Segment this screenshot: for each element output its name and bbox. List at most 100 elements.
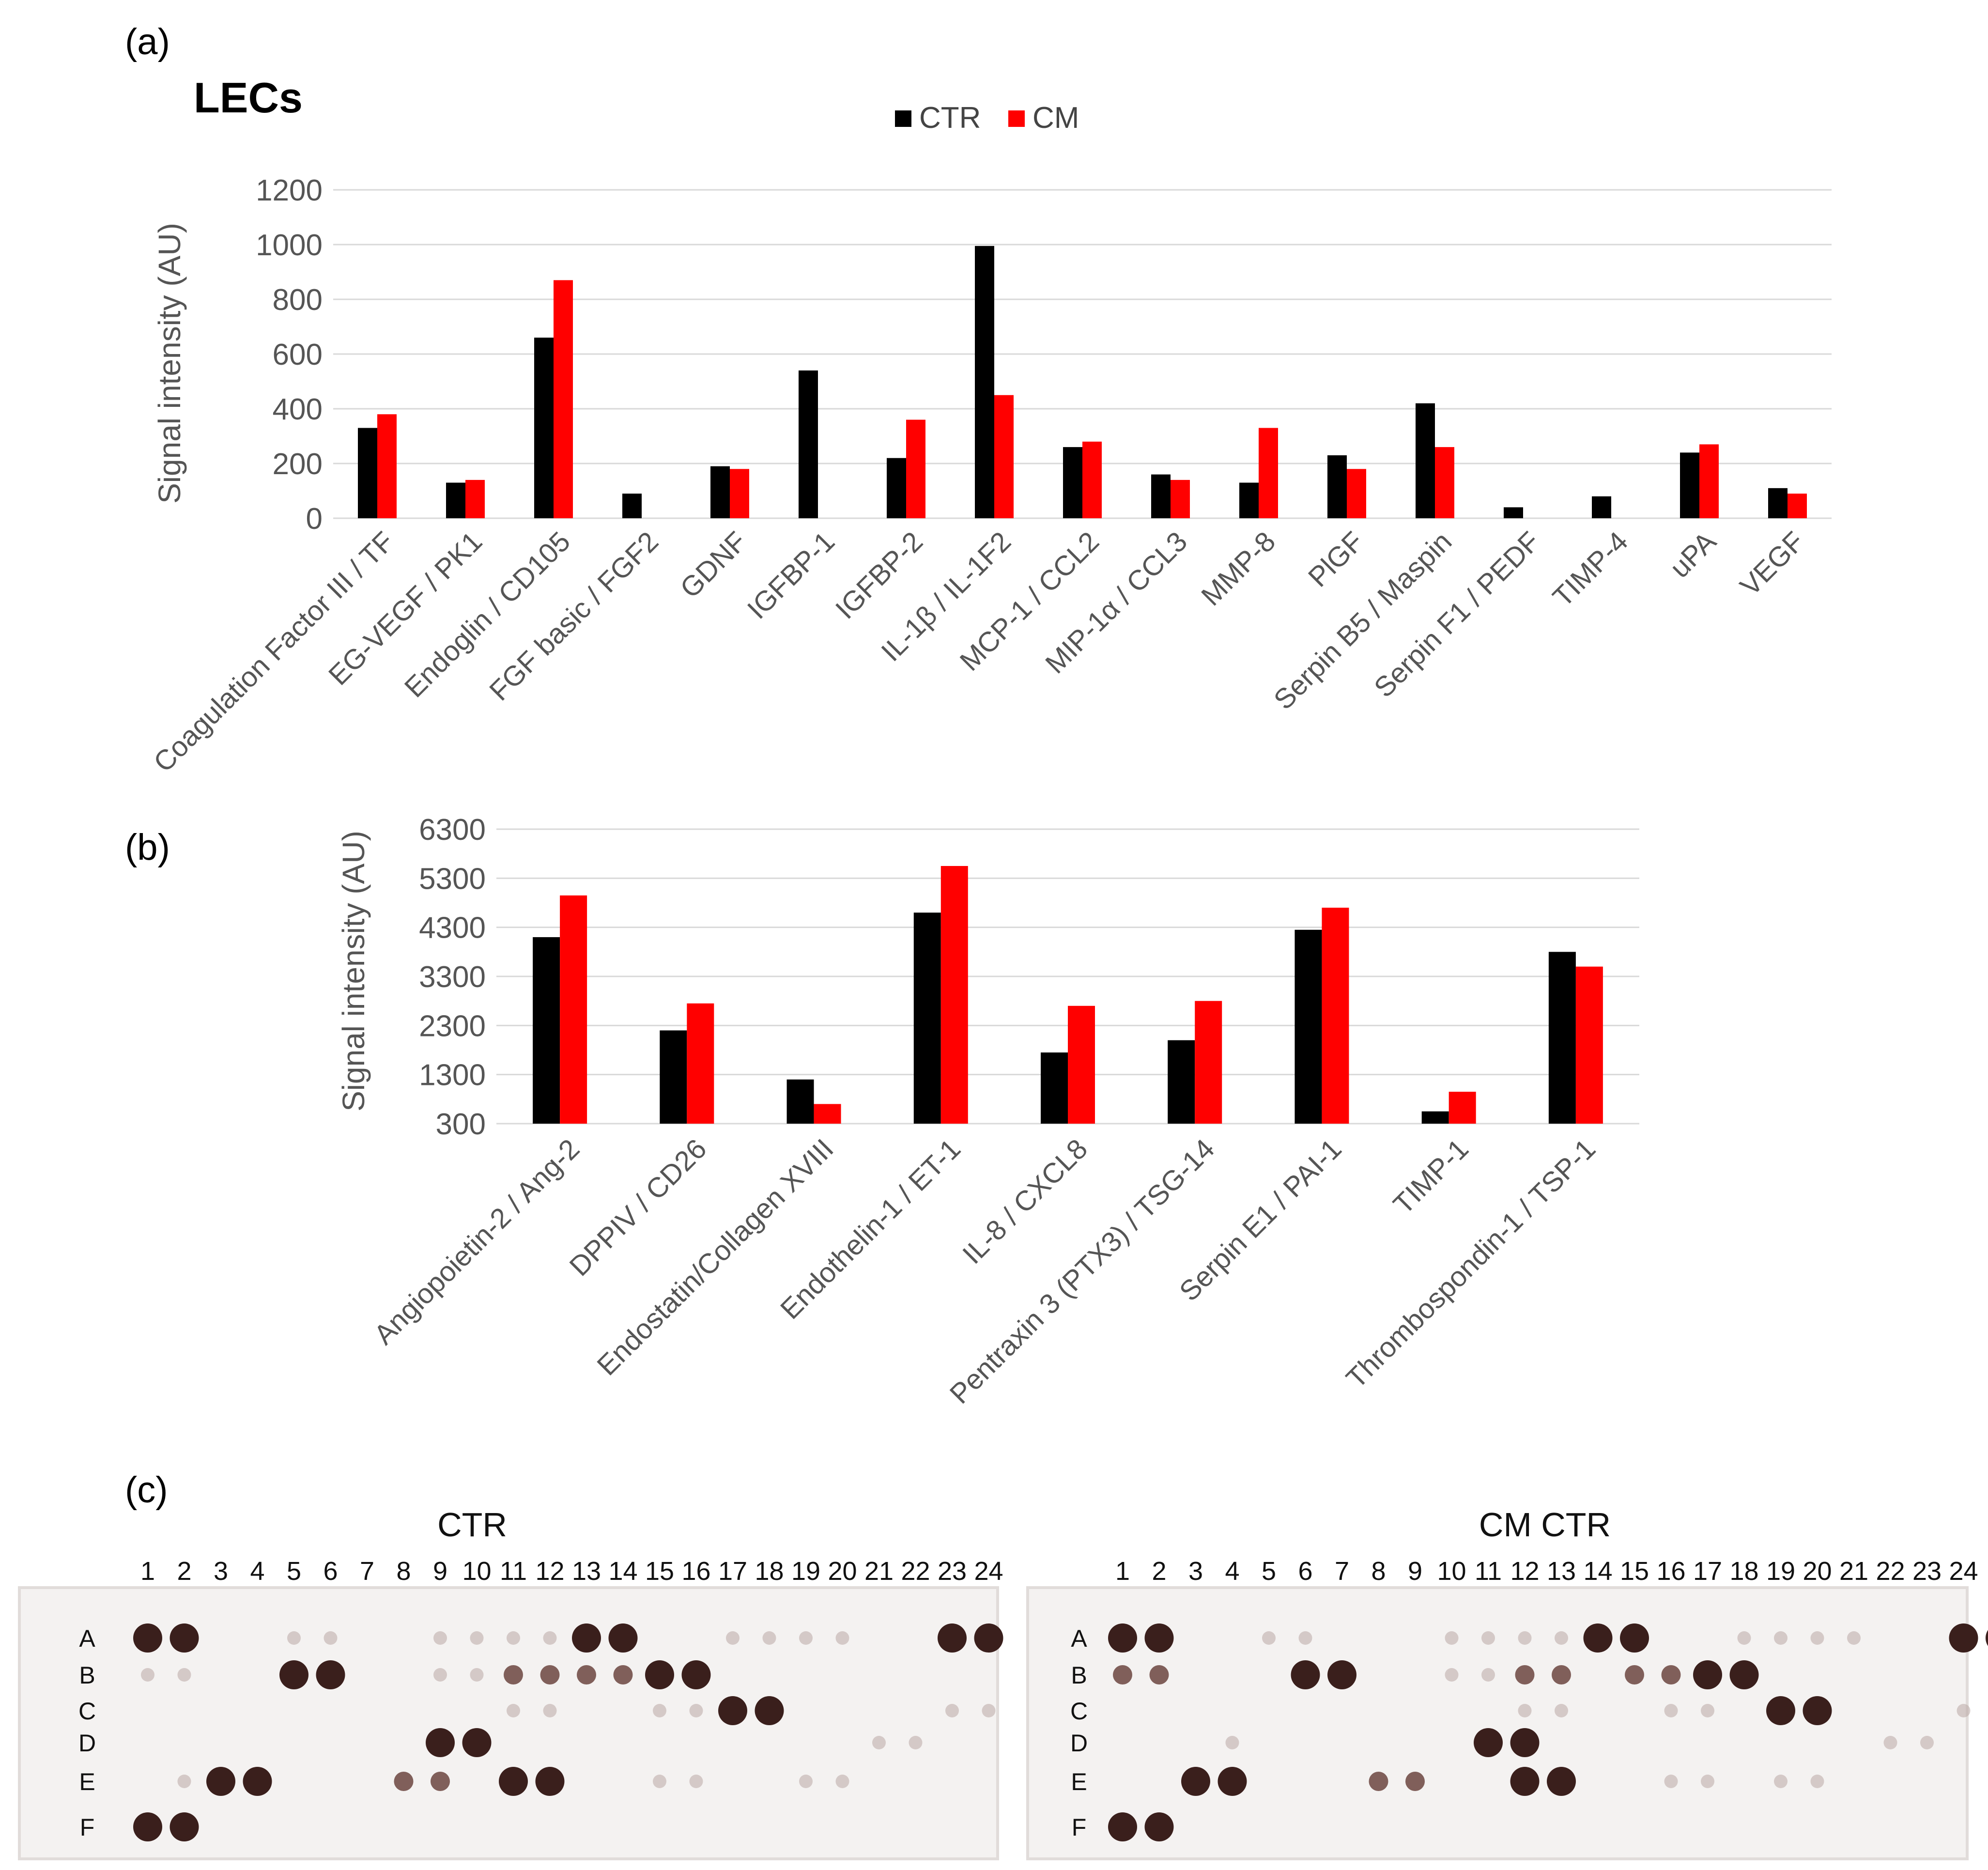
chart-b-y-tick-label: 2300 (419, 1009, 486, 1043)
chart-a-y-tick-label: 1000 (256, 229, 323, 262)
blot-spot-strong (1803, 1696, 1832, 1725)
chart-b-bars (533, 866, 1603, 1124)
blot-column-label: 9 (1408, 1557, 1422, 1586)
chart-a-bar-cm (554, 280, 573, 518)
blot-column-label: 10 (462, 1557, 491, 1586)
blot-spot-strong (133, 1812, 162, 1841)
chart-b-bar-ctr (786, 1079, 814, 1124)
blot-column-label: 7 (360, 1557, 374, 1586)
blot-spot-strong (316, 1660, 345, 1689)
blot-spot-strong (1693, 1660, 1722, 1689)
chart-a-bar-ctr (622, 494, 642, 518)
chart-a-bar-ctr (887, 458, 906, 518)
blot-spot-faint (507, 1704, 520, 1717)
blot-column-label: 12 (535, 1557, 564, 1586)
blot-spot-faint (1518, 1704, 1532, 1717)
blot-column-label: 14 (1583, 1557, 1612, 1586)
blot-spot-strong (206, 1767, 235, 1796)
chart-b-x-tick-label: Pentraxin 3 (PTX3) / TSG-14 (944, 1133, 1221, 1410)
chart-b-y-tick-label: 3300 (419, 960, 486, 994)
blot-spot-faint (1555, 1631, 1568, 1645)
blot-spot-strong (279, 1660, 308, 1689)
chart-a-x-tick-label: uPA (1664, 525, 1723, 584)
chart-a-grid (333, 189, 1832, 519)
blot-spot-faint (433, 1631, 447, 1645)
blot-row-label: B (79, 1662, 95, 1689)
blot-membrane-background (18, 1586, 999, 1860)
chart-a-x-tick-label: IGFBP-1 (741, 525, 841, 625)
chart-b-bar-ctr (533, 937, 560, 1124)
blot-spot-faint (872, 1736, 886, 1749)
blot-column-label: 23 (1912, 1557, 1942, 1586)
chart-a-y-ticks: 0 200 400 600 800 1000 1200 (256, 174, 323, 536)
blot-spot-strong (535, 1767, 565, 1796)
blot-column-label: 2 (1152, 1557, 1166, 1586)
blot-spot-faint (543, 1631, 557, 1645)
blot-spot-faint (1518, 1631, 1532, 1645)
blot-column-label: 21 (1839, 1557, 1868, 1586)
blot-row-label: E (79, 1768, 95, 1795)
blot-spot-faint (653, 1704, 666, 1717)
blot-column-label: 22 (1876, 1557, 1905, 1586)
blot-column-label: 4 (250, 1557, 264, 1586)
blot-spot-strong (1291, 1660, 1320, 1689)
blot-spot-faint (1774, 1631, 1788, 1645)
chart-a-bar-cm (730, 469, 749, 518)
blot-column-label: 5 (1262, 1557, 1276, 1586)
blot-title: CTR (437, 1506, 507, 1544)
blot-spot-strong (718, 1696, 747, 1725)
blot-spot-faint (1920, 1736, 1934, 1749)
blot-spot-faint (470, 1631, 484, 1645)
blot-spot-strong (1510, 1728, 1540, 1757)
blot-spot-strong (1108, 1812, 1137, 1841)
blot-spot-strong (1144, 1623, 1174, 1653)
panel-a-label: (a) (125, 21, 170, 62)
chart-b-y-tick-label: 1300 (419, 1059, 486, 1092)
blot-spot-faint (835, 1775, 849, 1788)
panel-c-label: (c) (125, 1469, 168, 1511)
blot-column-label: 17 (718, 1557, 747, 1586)
chart-b-x-tick-label: Thrombospondin-1 / TSP-1 (1340, 1133, 1602, 1394)
legend-cm-label: CM (1033, 101, 1079, 135)
chart-b-bar-ctr (1421, 1111, 1449, 1124)
blot-spot-faint (177, 1775, 191, 1788)
blot-title: CM CTR (1479, 1506, 1611, 1544)
blot-column-label: 24 (974, 1557, 1003, 1586)
blot-column-label: 6 (323, 1557, 338, 1586)
blot-column-label: 9 (433, 1557, 447, 1586)
blot-row-label: C (78, 1698, 96, 1725)
chart-b-y-tick-label: 6300 (419, 813, 486, 847)
chart-b-bar-ctr (1168, 1040, 1195, 1124)
chart-a-legend: CTR CM (895, 101, 1079, 135)
blot-column-label: 7 (1335, 1557, 1349, 1586)
blot-spot-strong (572, 1623, 601, 1653)
blot-spot-faint (507, 1631, 520, 1645)
blot-spot-medium (431, 1772, 450, 1791)
blot-column-label: 18 (755, 1557, 784, 1586)
blot-column-label: 8 (396, 1557, 411, 1586)
chart-a-bar-ctr (1327, 455, 1347, 518)
chart-a-bar-ctr (1768, 488, 1788, 518)
chart-b-y-tick-label: 5300 (419, 862, 486, 896)
blot-spot-faint (141, 1668, 154, 1682)
blot-spot-faint (1481, 1631, 1495, 1645)
blot-spot-faint (945, 1704, 959, 1717)
blot-column-label: 5 (287, 1557, 301, 1586)
chart-a-bar-ctr (975, 246, 994, 518)
chart-a-y-tick-label: 200 (273, 448, 323, 481)
blot-spot-faint (799, 1631, 813, 1645)
blot-column-label: 8 (1371, 1557, 1386, 1586)
blot-spot-medium (1661, 1665, 1681, 1685)
blot-column-label: 6 (1298, 1557, 1312, 1586)
blot-spot-strong (426, 1728, 455, 1757)
blot-row-label: A (79, 1625, 95, 1652)
blot-spot-faint (1481, 1668, 1495, 1682)
blot-spot-strong (1620, 1623, 1649, 1653)
chart-a-y-tick-label: 1200 (256, 174, 323, 207)
blot-spot-strong (681, 1660, 711, 1689)
chart-a-bar-ctr (1063, 447, 1082, 518)
chart-a-x-tick-label: TIMP-4 (1547, 525, 1634, 613)
blot-spot-faint (835, 1631, 849, 1645)
blot-spot-strong (462, 1728, 492, 1757)
